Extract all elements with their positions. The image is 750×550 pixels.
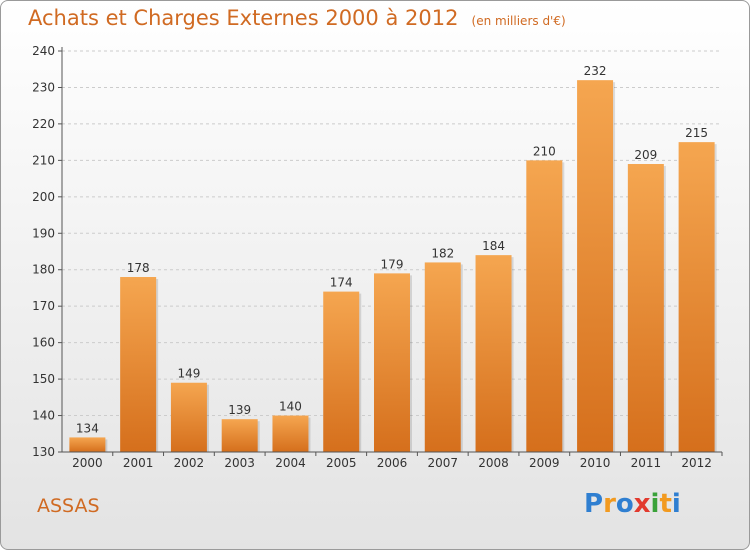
bar-value-label: 149 bbox=[177, 367, 200, 381]
bar-value-label: 140 bbox=[279, 400, 302, 414]
x-tick-label: 2000 bbox=[72, 456, 103, 470]
y-tick-label: 210 bbox=[32, 153, 55, 167]
x-tick-label: 2007 bbox=[427, 456, 458, 470]
y-tick-label: 130 bbox=[32, 445, 55, 459]
x-tick-label: 2002 bbox=[174, 456, 205, 470]
bar bbox=[678, 142, 715, 453]
x-axis-ticks: 2000 2001 2002 2003 2004 2005 2006 2007 2008 2009… bbox=[72, 452, 723, 470]
y-tick-label: 230 bbox=[32, 80, 55, 94]
logo-letter: t bbox=[659, 489, 672, 519]
chart-title: Achats et Charges Externes 2000 à 2012 (… bbox=[28, 6, 566, 30]
x-tick-label: 2001 bbox=[123, 456, 154, 470]
bar bbox=[526, 160, 563, 452]
logo-letter: r bbox=[603, 489, 616, 519]
bar-value-label: 209 bbox=[634, 148, 657, 162]
bar-value-label: 232 bbox=[584, 64, 607, 78]
bar bbox=[69, 437, 106, 452]
bar bbox=[627, 164, 664, 452]
bar-value-label: 210 bbox=[533, 144, 556, 158]
bar bbox=[120, 277, 157, 452]
bar bbox=[374, 273, 410, 452]
chart-unit-label: (en milliers d'€) bbox=[471, 14, 566, 28]
bar bbox=[221, 419, 258, 452]
x-tick-label: 2008 bbox=[478, 456, 509, 470]
bar bbox=[272, 415, 309, 452]
x-tick-label: 2003 bbox=[224, 456, 255, 470]
x-tick-label: 2009 bbox=[529, 456, 560, 470]
chart-title-text: Achats et Charges Externes 2000 à 2012 bbox=[28, 6, 459, 30]
bar bbox=[323, 291, 360, 452]
bar-value-label: 139 bbox=[228, 403, 251, 417]
y-tick-label: 140 bbox=[32, 409, 55, 423]
bar-value-label: 174 bbox=[330, 276, 353, 290]
y-axis-ticks: 130 140 150 160 170 180 190 200 210 220 230 240 bbox=[32, 44, 62, 459]
logo-letter: o bbox=[615, 489, 634, 519]
bar-value-label: 179 bbox=[381, 257, 404, 271]
y-tick-label: 150 bbox=[32, 372, 55, 386]
bar bbox=[577, 80, 614, 452]
y-tick-label: 200 bbox=[32, 190, 55, 204]
x-tick-label: 2005 bbox=[326, 456, 357, 470]
x-tick-label: 2011 bbox=[631, 456, 662, 470]
bars: 134 178 149 139 140 174 179 182 184 210 232 209 215 bbox=[69, 64, 717, 453]
logo-letter: P bbox=[584, 489, 604, 519]
bar-value-label: 215 bbox=[685, 126, 708, 140]
x-tick-label: 2004 bbox=[275, 456, 306, 470]
x-tick-label: 2006 bbox=[377, 456, 408, 470]
axes bbox=[61, 47, 722, 453]
bar-value-label: 134 bbox=[76, 421, 99, 435]
y-tick-label: 190 bbox=[32, 226, 55, 240]
bar-value-label: 182 bbox=[431, 246, 454, 260]
y-tick-label: 170 bbox=[32, 299, 55, 313]
y-tick-label: 220 bbox=[32, 117, 55, 131]
y-tick-label: 180 bbox=[32, 263, 55, 277]
bar-value-label: 184 bbox=[482, 239, 505, 253]
y-tick-label: 240 bbox=[32, 44, 55, 58]
y-tick-label: 160 bbox=[32, 336, 55, 350]
bar bbox=[170, 382, 207, 452]
bar bbox=[475, 255, 512, 452]
bar-value-label: 178 bbox=[127, 261, 150, 275]
place-name: ASSAS bbox=[37, 495, 100, 517]
bar bbox=[424, 262, 461, 452]
x-tick-label: 2012 bbox=[681, 456, 712, 470]
logo-letter: x bbox=[633, 489, 651, 519]
logo-letter: i bbox=[671, 489, 681, 519]
proxiti-logo[interactable]: Proxiti bbox=[584, 489, 681, 519]
x-tick-label: 2010 bbox=[580, 456, 611, 470]
logo-letter: i bbox=[650, 489, 660, 519]
